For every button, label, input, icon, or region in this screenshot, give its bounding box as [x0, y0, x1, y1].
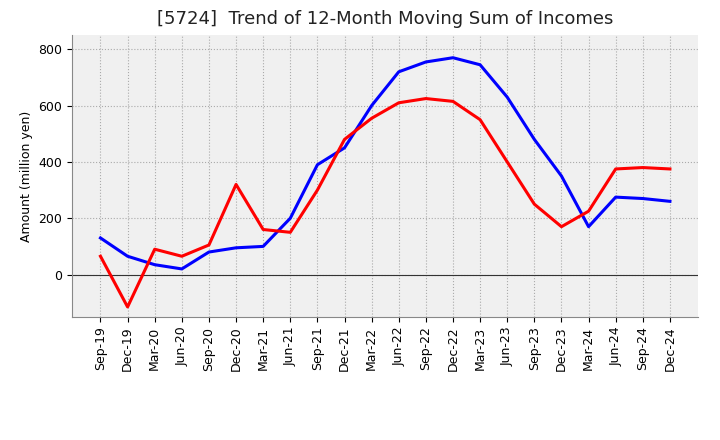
Line: Ordinary Income: Ordinary Income — [101, 58, 670, 269]
Net Income — [123, 304, 132, 310]
Ordinary Income — [665, 199, 674, 204]
Ordinary Income — [611, 194, 620, 200]
Ordinary Income — [503, 95, 511, 100]
Y-axis label: Amount (million yen): Amount (million yen) — [19, 110, 32, 242]
Ordinary Income — [150, 262, 159, 268]
Net Income — [557, 224, 566, 229]
Ordinary Income — [530, 137, 539, 142]
Ordinary Income — [313, 162, 322, 167]
Ordinary Income — [584, 224, 593, 229]
Ordinary Income — [476, 62, 485, 67]
Ordinary Income — [232, 245, 240, 250]
Ordinary Income — [204, 249, 213, 255]
Net Income — [395, 100, 403, 106]
Title: [5724]  Trend of 12-Month Moving Sum of Incomes: [5724] Trend of 12-Month Moving Sum of I… — [157, 10, 613, 28]
Ordinary Income — [123, 253, 132, 259]
Net Income — [259, 227, 268, 232]
Net Income — [96, 253, 105, 259]
Ordinary Income — [341, 145, 349, 150]
Net Income — [178, 253, 186, 259]
Net Income — [367, 116, 376, 121]
Net Income — [286, 230, 294, 235]
Net Income — [204, 242, 213, 248]
Ordinary Income — [286, 216, 294, 221]
Ordinary Income — [639, 196, 647, 201]
Net Income — [476, 117, 485, 122]
Ordinary Income — [259, 244, 268, 249]
Ordinary Income — [421, 59, 430, 65]
Net Income — [665, 166, 674, 172]
Ordinary Income — [96, 235, 105, 241]
Ordinary Income — [449, 55, 457, 60]
Net Income — [530, 202, 539, 207]
Net Income — [449, 99, 457, 104]
Net Income — [341, 137, 349, 142]
Ordinary Income — [178, 266, 186, 271]
Net Income — [611, 166, 620, 172]
Net Income — [313, 187, 322, 193]
Net Income — [639, 165, 647, 170]
Net Income — [503, 159, 511, 165]
Net Income — [584, 209, 593, 214]
Ordinary Income — [395, 69, 403, 74]
Net Income — [421, 96, 430, 101]
Net Income — [150, 246, 159, 252]
Line: Net Income: Net Income — [101, 99, 670, 307]
Ordinary Income — [557, 173, 566, 179]
Net Income — [232, 182, 240, 187]
Ordinary Income — [367, 103, 376, 108]
